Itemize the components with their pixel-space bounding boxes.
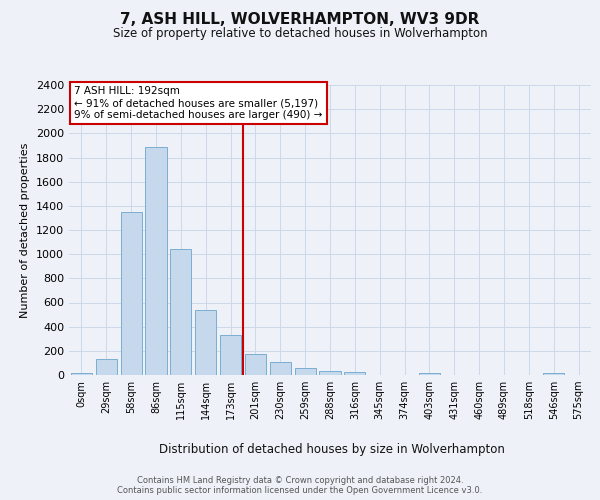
Bar <box>121 212 142 375</box>
Text: 7, ASH HILL, WOLVERHAMPTON, WV3 9DR: 7, ASH HILL, WOLVERHAMPTON, WV3 9DR <box>121 12 479 28</box>
Bar <box>344 372 365 375</box>
Bar <box>543 373 564 375</box>
Bar <box>270 362 291 375</box>
Bar <box>195 310 216 375</box>
Text: Contains HM Land Registry data © Crown copyright and database right 2024.
Contai: Contains HM Land Registry data © Crown c… <box>118 476 482 495</box>
Bar <box>419 372 440 375</box>
Bar <box>145 146 167 375</box>
Bar <box>170 250 191 375</box>
Bar <box>295 368 316 375</box>
Bar <box>96 358 117 375</box>
Bar <box>319 371 341 375</box>
Bar <box>245 354 266 375</box>
Bar <box>220 334 241 375</box>
Text: Size of property relative to detached houses in Wolverhampton: Size of property relative to detached ho… <box>113 28 487 40</box>
Text: 7 ASH HILL: 192sqm
← 91% of detached houses are smaller (5,197)
9% of semi-detac: 7 ASH HILL: 192sqm ← 91% of detached hou… <box>74 86 323 120</box>
Y-axis label: Number of detached properties: Number of detached properties <box>20 142 31 318</box>
Text: Distribution of detached houses by size in Wolverhampton: Distribution of detached houses by size … <box>158 442 505 456</box>
Bar <box>71 373 92 375</box>
